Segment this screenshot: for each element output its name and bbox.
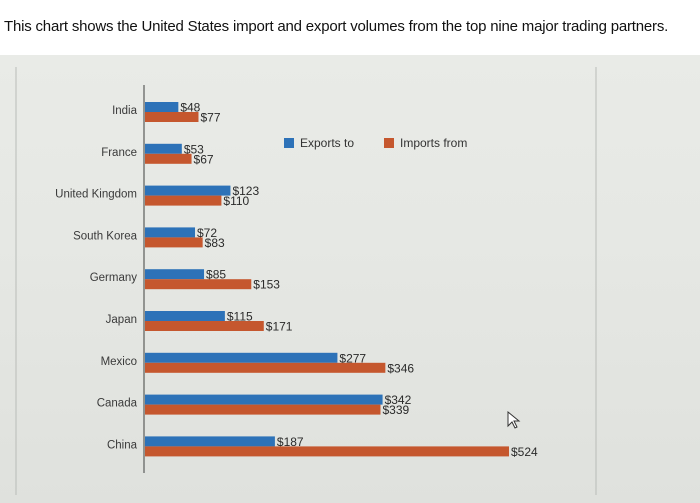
value-label-imports-china: $524	[511, 445, 538, 459]
bar-imports-united-kingdom	[145, 195, 222, 206]
bar-imports-japan	[145, 321, 264, 331]
value-label-imports-germany: $153	[253, 278, 280, 292]
value-label-exports-canada: $342	[385, 393, 412, 407]
bar-exports-japan	[145, 311, 225, 321]
bar-exports-mexico	[145, 352, 338, 363]
bar-exports-south-korea	[145, 227, 196, 238]
value-label-exports-united-kingdom: $123	[232, 184, 259, 198]
bar-imports-china	[145, 446, 509, 457]
bar-exports-canada	[145, 394, 383, 405]
category-label-united-kingdom: United Kingdom	[55, 189, 137, 201]
bar-exports-india	[145, 102, 179, 112]
bar-exports-united-kingdom	[145, 185, 231, 196]
legend-imports-label: Imports from	[400, 136, 467, 150]
chart-caption: This chart shows the United States impor…	[4, 18, 669, 35]
value-label-imports-canada: $339	[382, 403, 409, 417]
category-label-france: France	[101, 147, 137, 159]
bar-exports-germany	[145, 269, 205, 280]
bar-imports-south-korea	[145, 237, 203, 248]
value-label-exports-south-korea: $72	[197, 226, 217, 240]
legend-imports-swatch	[384, 138, 394, 148]
category-label-japan: Japan	[106, 314, 137, 326]
category-label-mexico: Mexico	[101, 356, 137, 368]
value-label-imports-france: $67	[194, 152, 214, 166]
category-label-india: India	[112, 105, 138, 117]
chart-photo-background	[0, 55, 700, 503]
value-label-imports-south-korea: $83	[205, 236, 225, 250]
legend-exports-swatch	[284, 138, 294, 148]
category-label-south-korea: South Korea	[73, 230, 138, 242]
bar-imports-france	[145, 153, 192, 164]
value-label-exports-france: $53	[184, 142, 204, 156]
bar-exports-china	[145, 436, 275, 447]
category-label-germany: Germany	[90, 272, 138, 284]
value-label-imports-mexico: $346	[387, 361, 414, 375]
value-label-imports-india: $77	[200, 111, 220, 125]
category-label-china: China	[107, 439, 138, 451]
value-label-exports-mexico: $277	[339, 351, 366, 365]
bar-imports-india	[145, 112, 199, 122]
bar-imports-mexico	[145, 362, 386, 373]
value-label-exports-germany: $85	[206, 268, 226, 282]
value-label-imports-japan: $171	[266, 320, 293, 334]
cursor-icon	[507, 410, 521, 429]
value-label-exports-india: $48	[180, 101, 200, 115]
bar-imports-canada	[145, 404, 381, 415]
bars-group: India $48$77 France $53$67 United Kingdom $12…	[55, 101, 538, 459]
category-label-canada: Canada	[97, 398, 138, 410]
bar-exports-france	[145, 143, 182, 154]
value-label-exports-japan: $115	[227, 310, 253, 324]
bar-imports-germany	[145, 279, 252, 290]
bar-chart: Exports to Imports from India $48$77 Franc…	[15, 67, 597, 495]
value-label-imports-united-kingdom: $110	[223, 194, 249, 208]
value-label-exports-china: $187	[277, 435, 304, 449]
legend: Exports to Imports from	[284, 136, 467, 150]
legend-exports-label: Exports to	[300, 136, 354, 150]
